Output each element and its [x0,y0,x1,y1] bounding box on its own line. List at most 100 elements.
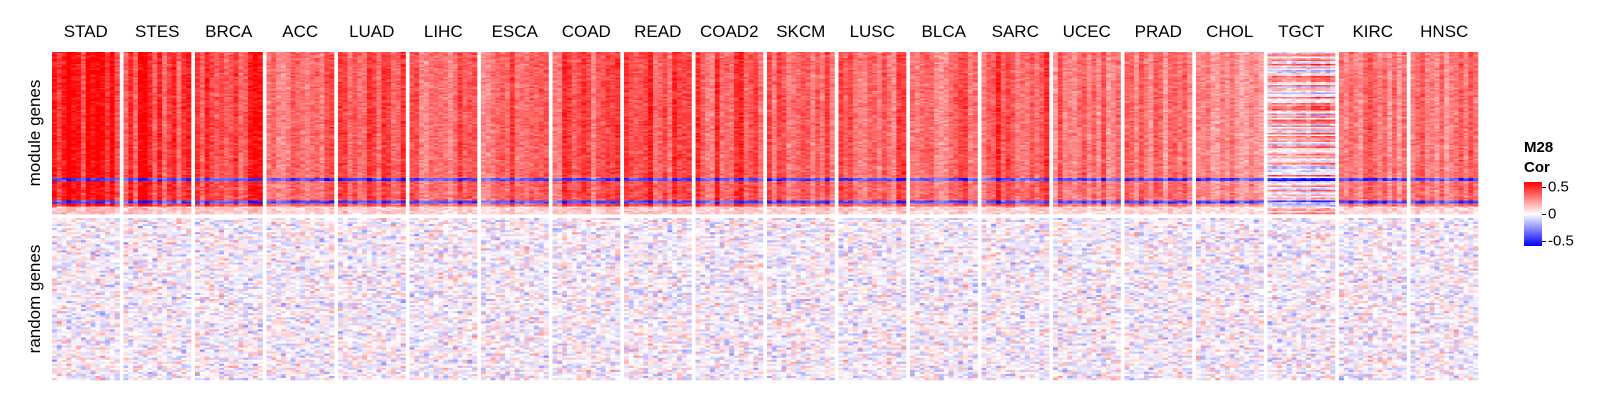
heatmap-cell [80,134,87,137]
heatmap-cell [52,280,58,284]
heatmap-cell [109,70,115,72]
heatmap-cell [105,363,111,367]
heatmap-cell [90,71,96,74]
heatmap-cell [66,234,72,237]
heatmap-cell [66,299,72,302]
heatmap-cell [100,329,106,332]
heatmap-cell [137,268,144,271]
heatmap-cell [61,52,67,54]
heatmap-cell [76,104,82,107]
heatmap-cell [66,134,72,137]
heatmap-cell [152,266,158,269]
heatmap-cell [109,73,115,75]
heatmap-cell [66,71,72,74]
heatmap-cell [95,133,101,135]
heatmap-cell [105,349,111,352]
heatmap-cell [109,278,115,282]
heatmap-cell [95,149,101,152]
heatmap-cell [100,67,106,69]
heatmap-cell [90,377,96,381]
heatmap-cell [109,131,115,134]
heatmap-cell [114,116,120,119]
heatmap-cell [105,290,111,294]
heatmap-cell [80,97,87,99]
heatmap-cell [152,323,158,326]
heatmap-cell [123,236,129,239]
heatmap-cell [128,331,134,334]
heatmap-cell [56,94,62,96]
heatmap-cell [76,238,82,241]
heatmap-cell [66,331,72,334]
heatmap-cell [100,256,106,259]
heatmap-cell [52,290,58,294]
heatmap-cell [80,182,87,185]
heatmap-cell [76,179,82,182]
heatmap-cell [105,101,111,104]
heatmap-cell [105,193,111,195]
heatmap-cell [109,341,115,344]
heatmap-cell [76,85,82,87]
heatmap-cell [123,303,129,306]
heatmap-cell [56,167,62,170]
heatmap-cell [56,246,62,249]
heatmap-cell [147,325,153,328]
heatmap-cell [171,232,177,235]
heatmap-cell [176,264,182,267]
heatmap-cell [56,61,62,63]
heatmap-cell [56,187,62,189]
heatmap-cell [100,244,106,247]
heatmap-cell [100,62,106,65]
heatmap-cell [166,299,173,302]
heatmap-cell [80,224,87,227]
heatmap-cell [100,371,106,375]
heatmap-cell [100,137,106,140]
heatmap-cell [61,160,67,162]
heatmap-cell [186,276,192,280]
heatmap-cell [52,83,58,86]
heatmap-cell [147,331,153,334]
heatmap-cell [85,313,91,316]
heatmap-cell [85,82,91,84]
heatmap-cell [61,373,67,377]
heatmap-cell [114,339,120,342]
heatmap-cell [142,232,148,235]
heatmap-cell [90,260,96,263]
heatmap-cell [114,357,120,361]
heatmap-cell [105,80,111,83]
heatmap-cell [76,190,82,192]
heatmap-cell [186,224,192,227]
heatmap-cell [80,345,87,348]
heatmap-cell [133,321,139,324]
heatmap-cell [71,179,77,182]
heatmap-cell [95,173,101,176]
heatmap-cell [76,228,82,231]
heatmap-cell [100,157,106,159]
heatmap-cell [71,71,77,74]
heatmap-cell [171,234,177,237]
heatmap-cell [114,172,120,174]
heatmap-cell [80,321,87,324]
heatmap-cell [147,226,153,229]
heatmap-cell [85,305,91,308]
heatmap-cell [52,100,58,102]
heatmap-cell [71,266,77,269]
heatmap-cell [137,274,144,278]
heatmap-cell [181,333,187,336]
heatmap-cell [114,145,120,147]
heatmap-cell [176,250,182,253]
heatmap-cell [61,59,67,62]
heatmap-cell [95,355,101,359]
heatmap-cell [186,222,192,225]
heatmap-cell [181,303,187,306]
heatmap-cell [105,143,111,146]
heatmap-cell [171,305,177,308]
heatmap-cell [61,349,67,352]
heatmap-cell [162,307,168,310]
heatmap-cell [152,274,158,278]
heatmap-cell [85,188,91,191]
heatmap-cell [71,73,77,75]
heatmap-cell [71,103,77,105]
heatmap-cell [109,375,115,379]
heatmap-cell [157,228,163,231]
heatmap-cell [61,178,67,180]
